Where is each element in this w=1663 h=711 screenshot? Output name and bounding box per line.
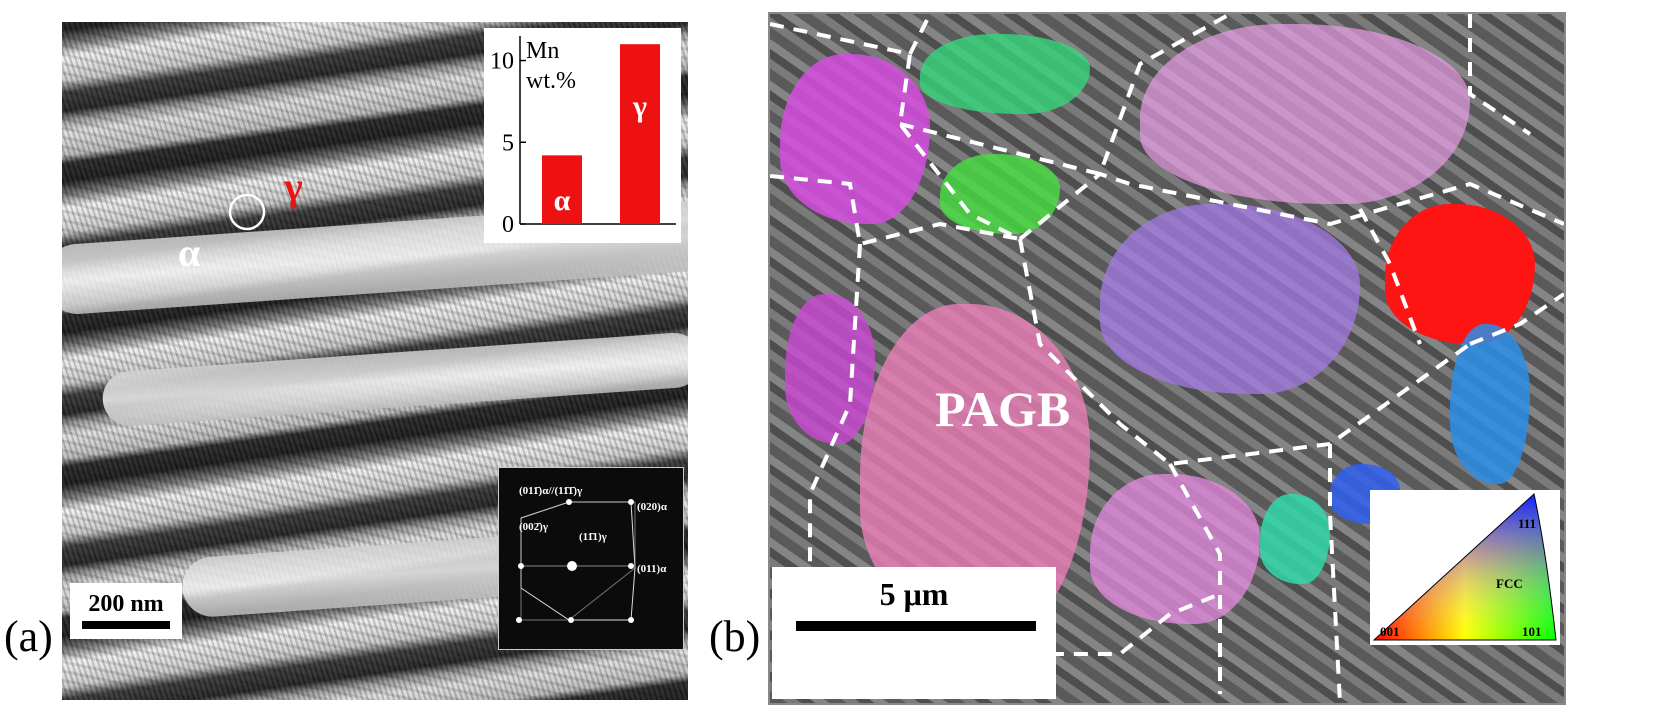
grain-violet <box>1100 204 1360 394</box>
scale-bar-label-a: 200 nm <box>88 591 163 617</box>
diffraction-spot-center <box>567 561 577 571</box>
pagb-boundary <box>770 174 1021 247</box>
diffraction-spot <box>628 499 634 505</box>
ipf-corner-001: 001 <box>1380 624 1400 639</box>
y-axis-label-line2: wt.% <box>526 68 576 94</box>
panel-b-label: (b) <box>709 612 761 661</box>
bar-label: γ <box>632 90 647 123</box>
pagb-boundary <box>1168 463 1222 694</box>
mn-bar-chart-inset: Mn wt.% 0 5 10 α γ <box>484 28 681 243</box>
diffraction-spot <box>566 499 572 505</box>
grain-green <box>920 34 1090 114</box>
diffraction-spot <box>628 563 634 569</box>
pagb-label: PAGB <box>935 381 1070 437</box>
diffraction-pattern-inset: (011̄)α//(11̄1̄)γ (020)α (002̄)γ (11̄1)γ… <box>498 467 684 650</box>
y-tick-label: 5 <box>502 130 514 156</box>
pagb-boundary <box>908 14 932 55</box>
reciprocal-lattice-outline-inner <box>520 501 636 621</box>
bar-gamma <box>620 44 660 224</box>
reciprocal-lattice-outline <box>520 501 636 621</box>
mn-bar-chart: Mn wt.% 0 5 10 α γ <box>490 36 676 238</box>
bar-label: α <box>554 184 571 217</box>
pagb-boundary <box>1358 208 1422 345</box>
y-tick-label: 10 <box>490 49 514 75</box>
y-tick-label: 0 <box>502 212 514 238</box>
y-axis-label-line1: Mn <box>526 38 559 64</box>
ipf-center-label: FCC <box>1496 576 1523 591</box>
scale-bar-box-b: 5 μm <box>772 567 1056 699</box>
ipf-corner-111: 111 <box>1518 516 1536 531</box>
pagb-boundary <box>899 14 1231 177</box>
diffraction-spot <box>516 617 522 623</box>
pagb-boundary <box>1468 14 1532 136</box>
ipf-legend-box: 001 101 111 FCC <box>1370 490 1560 645</box>
ipf-triangle: 001 101 111 FCC <box>1372 493 1557 641</box>
diffraction-label: (020)α <box>637 501 668 513</box>
alpha-phase-label: α <box>178 230 200 275</box>
diffraction-spot <box>518 563 524 569</box>
grain-pink <box>1140 24 1470 204</box>
scale-bar-b <box>796 621 1036 631</box>
ipf-color-overlay <box>1374 494 1556 640</box>
grain-pink <box>1090 474 1260 624</box>
grain-cyan <box>1260 494 1330 584</box>
scale-bar-label-b: 5 μm <box>880 576 949 612</box>
diffraction-label: (11̄1)γ <box>579 531 607 543</box>
panel-a-label: (a) <box>4 612 53 661</box>
scale-bar-box-a: 200 nm <box>70 583 182 639</box>
diffraction-spot <box>568 617 574 623</box>
diffraction-label: (011̄)α//(11̄1̄)γ <box>519 485 582 497</box>
pagb-boundary <box>1018 171 1564 241</box>
interface-circle-marker <box>228 193 266 231</box>
diffraction-pattern: (011̄)α//(11̄1̄)γ (020)α (002̄)γ (11̄1)γ… <box>516 485 668 623</box>
pagb-boundary <box>1018 238 1472 467</box>
ipf-corner-101: 101 <box>1522 624 1542 639</box>
pagb-boundary <box>1328 444 1342 703</box>
grain-boundaries: PAGB <box>770 14 1564 703</box>
gamma-phase-label: γ <box>283 164 303 209</box>
bar-alpha <box>542 155 582 224</box>
diffraction-spot <box>628 617 634 623</box>
diffraction-label: (011)α <box>637 563 667 575</box>
pagb-boundary <box>1469 292 1564 346</box>
grain-magenta <box>785 294 875 444</box>
scale-bar-a <box>82 621 170 629</box>
diffraction-label: (002̄)γ <box>519 521 548 533</box>
pagb-boundary <box>770 22 1021 241</box>
